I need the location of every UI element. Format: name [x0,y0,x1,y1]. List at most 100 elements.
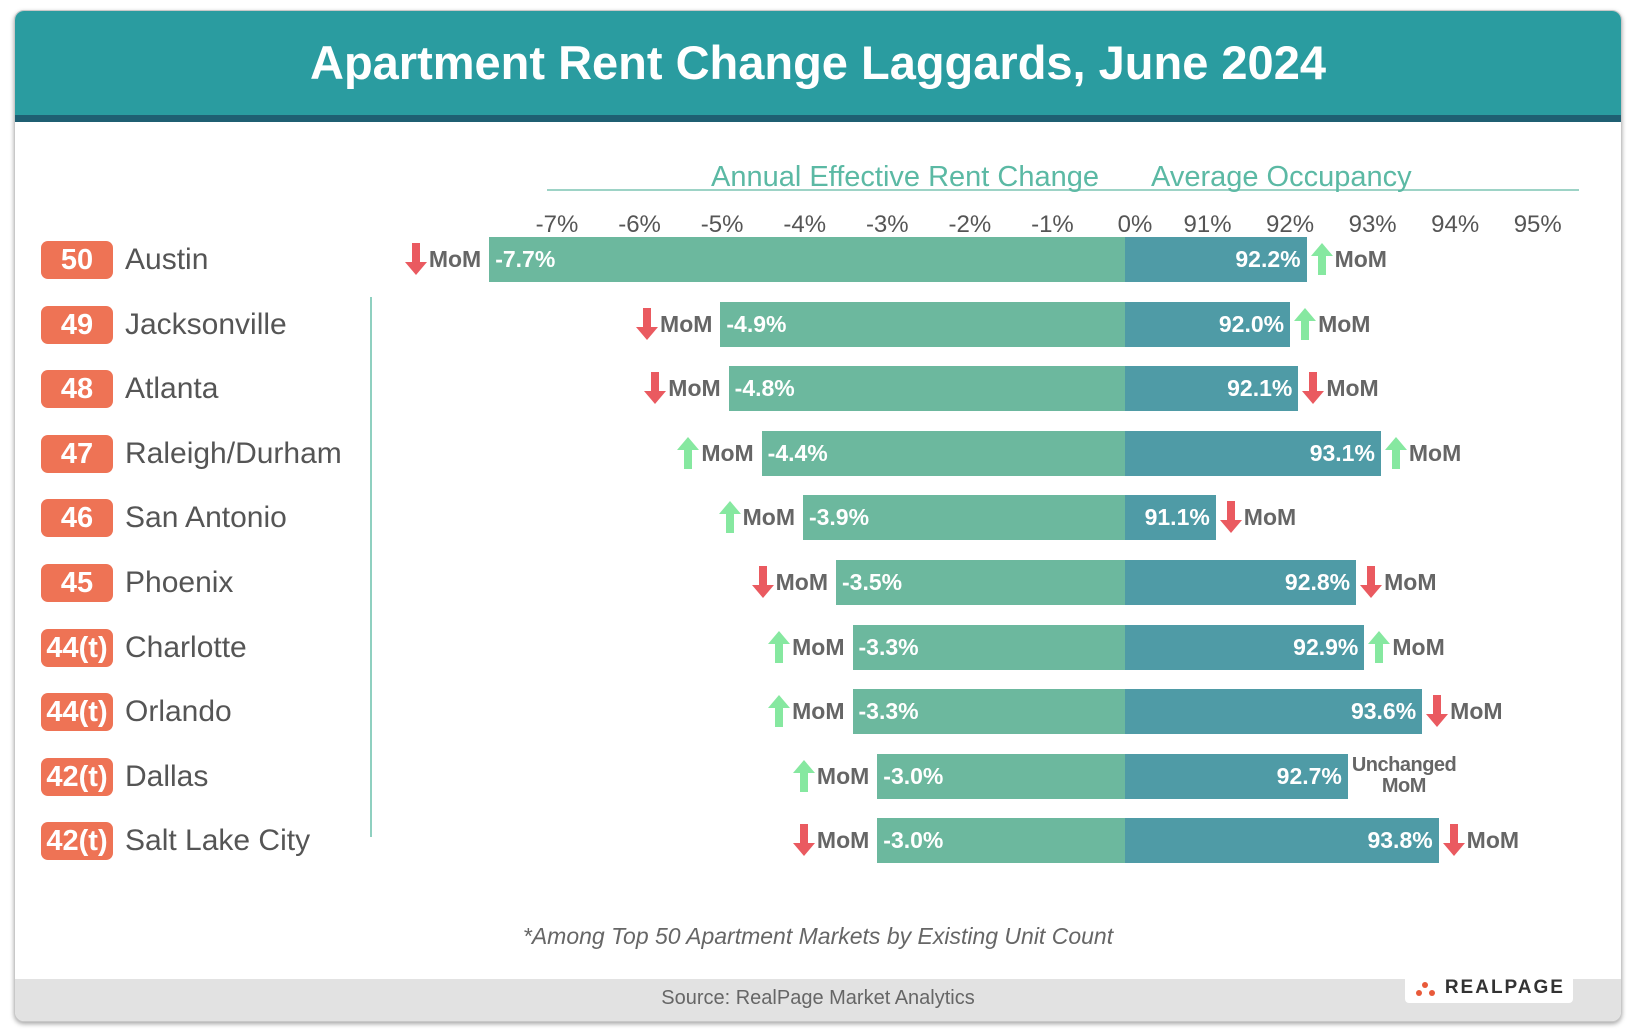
value-label: 92.8% [1284,569,1351,595]
mom-label: MoM [644,372,721,405]
bar [877,818,1125,864]
mom-text: MoM [428,246,482,272]
rank-badge: 45 [41,564,113,602]
mom-arrow [1360,566,1383,598]
mom-text: MoM [742,504,795,531]
category-label: San Antonio [125,501,287,535]
bar [877,753,1125,799]
bar [761,430,1125,476]
logo-dots [1416,982,1435,996]
value-label: 93.6% [1350,698,1417,725]
x-tick-label: 95% [1513,211,1562,238]
category-label: Jacksonville [125,307,287,341]
x-tick-label: -2% [948,211,992,238]
bar [489,237,1125,282]
rank-badge: 50 [41,241,113,279]
value-label: 92.0% [1218,310,1285,337]
mom-label: MoM [1384,436,1461,469]
value-label: 92.1% [1227,375,1293,402]
category-label: Atlanta [125,372,219,406]
mom-text: MoM [701,439,754,466]
category-label: Charlotte [125,630,247,664]
mom-text: MoM [1318,310,1371,337]
value-label: -3.9% [808,504,870,531]
mom-arrow [751,566,774,598]
mom-label: MoM [792,759,869,792]
mom-label: MoM [1442,824,1520,857]
mom-text: Unchanged MoM [1351,753,1457,797]
mom-arrow [1302,372,1325,405]
bar [1125,366,1299,412]
mom-label: MoM [792,824,869,857]
value-label: 91.1% [1144,504,1210,531]
rank-badge: 44(t) [41,628,113,667]
mom-label: MoM [768,630,845,663]
category-label: Phoenix [125,566,234,599]
value-label: -3.3% [858,698,919,725]
mom-arrow [1294,307,1317,340]
mom-arrow [1426,695,1449,728]
bar [1125,301,1291,347]
footnote: *Among Top 50 Apartment Markets by Exist… [522,923,1114,949]
rank-badge: 46 [41,499,113,538]
logo: REALPAGE [1405,973,1573,1003]
mom-text: MoM [668,375,721,402]
rank-badge: 44(t) [41,693,113,732]
mom-text: MoM [775,569,828,595]
mom-arrow [644,372,667,405]
value-label: 92.9% [1293,633,1359,660]
panel-header: Annual Effective Rent Change [710,161,1099,193]
mom-arrow [792,824,815,857]
mom-label: MoM [1360,566,1437,598]
mom-arrow [677,436,700,469]
x-tick-label: -6% [618,211,661,238]
rank-badge: 47 [41,434,113,473]
rank-badge: 48 [41,370,113,409]
value-label: 93.8% [1367,827,1433,854]
mom-label: MoM [1219,501,1297,534]
mom-arrow [1219,501,1242,534]
bar [1125,624,1365,670]
mom-arrow [636,307,659,340]
mom-arrow [1310,243,1333,275]
mom-text: MoM [1450,698,1503,725]
mom-text: MoM [1326,375,1379,402]
x-tick-label: -4% [783,211,827,238]
mom-text: MoM [1243,504,1297,531]
mom-text: MoM [1392,633,1445,660]
panel-header: Average Occupancy [1151,161,1412,193]
x-tick-label: -5% [700,211,744,238]
mom-label: MoM [1294,307,1371,340]
x-tick-label: 92% [1266,211,1315,238]
rank-badge: 42(t) [41,822,113,861]
x-tick-label: 93% [1348,211,1397,238]
chart: Annual Effective Rent Change -7% -6% -5% -4%… [15,11,1621,1021]
mom-label: MoM [636,307,713,340]
value-label: 92.7% [1276,762,1342,789]
mom-arrow [1368,630,1391,663]
mom-text: MoM [792,633,845,660]
mom-arrow [1384,436,1407,469]
value-label: -3.3% [858,633,919,660]
bar [802,495,1125,541]
value-label: -3.0% [883,827,944,854]
mom-label: MoM [718,501,795,534]
header: Apartment Rent Change Laggards, June 202… [15,11,1621,122]
mom-text: MoM [1466,827,1520,854]
value-label: -7.7% [495,246,556,272]
mom-label: MoM [1368,630,1445,663]
mom-label: MoM [768,695,845,728]
bar [1125,818,1439,864]
bar [1125,495,1216,541]
mom-text: MoM [660,310,713,337]
category-label: Salt Lake City [125,824,311,858]
value-label: -3.5% [842,569,903,595]
bar [1125,560,1357,605]
category-label: Dallas [125,759,209,793]
mom-arrow [718,501,741,534]
bar [1125,237,1307,282]
mom-label: Unchanged MoM [1351,753,1457,797]
value-label: -4.9% [726,310,787,337]
value-label: -4.4% [767,439,828,466]
